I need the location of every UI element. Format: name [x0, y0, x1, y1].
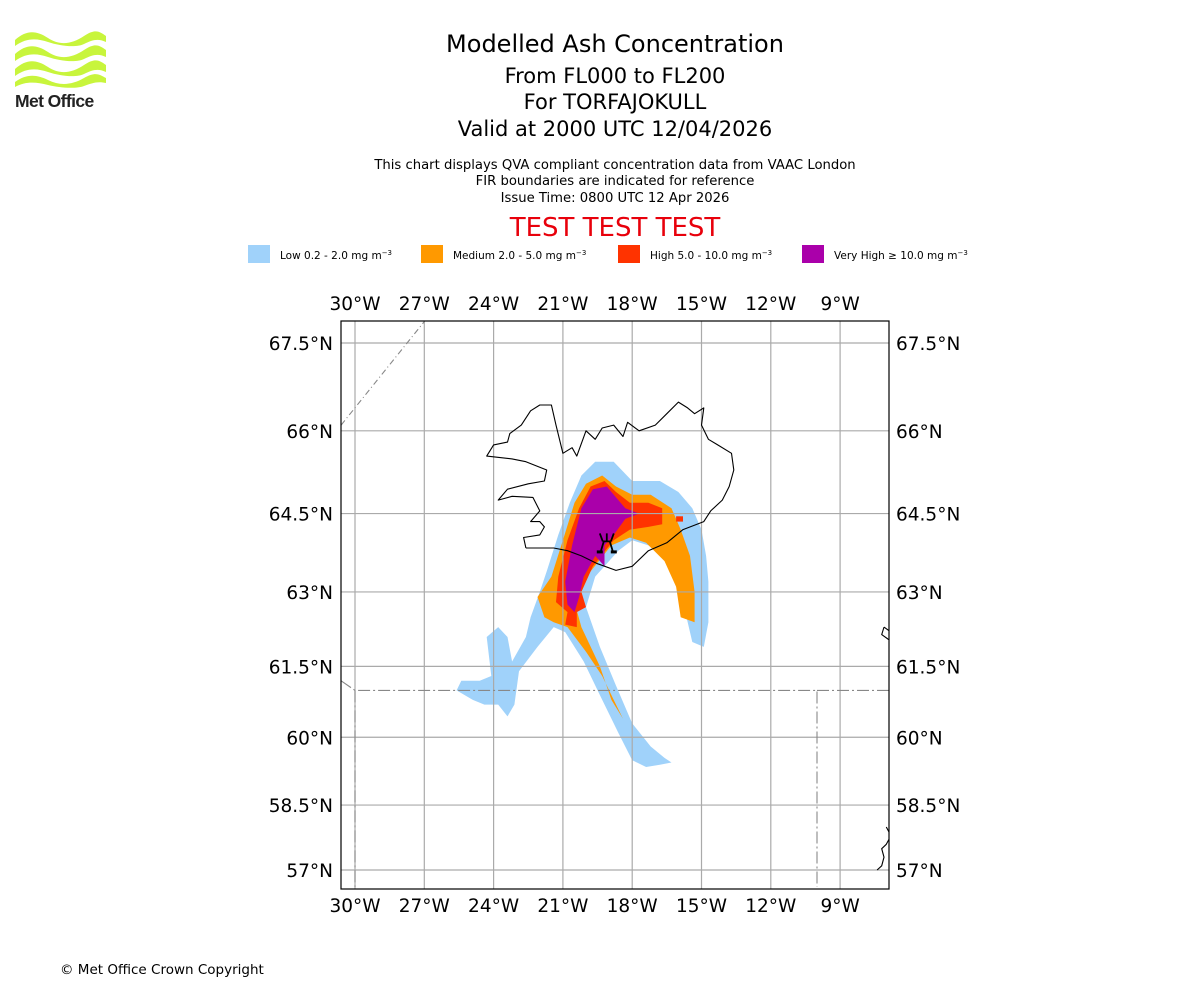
right-lat-label: 67.5°N: [896, 334, 960, 355]
copyright: © Met Office Crown Copyright: [60, 962, 264, 978]
legend-label-very-high: Very High ≥ 10.0 mg m−3: [834, 249, 968, 262]
issue-time: Issue Time: 0800 UTC 12 Apr 2026: [500, 191, 730, 206]
map-frame: [340, 320, 890, 890]
right-lat-label: 60°N: [896, 728, 943, 749]
bottom-lon-label: 18°W: [607, 896, 658, 917]
right-lat-label: 64.5°N: [896, 505, 960, 526]
legend-label-medium: Medium 2.0 - 5.0 mg m−3: [453, 249, 587, 262]
legend-swatch-very-high: [802, 245, 824, 263]
bottom-lon-label: 9°W: [820, 896, 859, 917]
right-lat-label: 66°N: [896, 422, 943, 443]
coastlines: [486, 401, 889, 871]
left-lat-label: 66°N: [286, 422, 333, 443]
axis-tick-labels: 30°W 30°W 27°W 27°W 24°W 24°W 21°W 21°W 18°W 18°W…: [269, 294, 961, 917]
fir-boundaries: [341, 321, 889, 887]
ash-layers: [456, 461, 709, 767]
left-lat-label: 64.5°N: [269, 505, 333, 526]
legend-swatch-low: [248, 245, 270, 263]
legend-swatch-high: [618, 245, 640, 263]
volcano-icon: [596, 533, 617, 554]
top-lon-label: 21°W: [537, 294, 588, 315]
top-lon-label: 30°W: [329, 294, 380, 315]
bottom-lon-label: 30°W: [329, 896, 380, 917]
left-lat-label: 57°N: [286, 861, 333, 882]
coastline-hebrides: [876, 826, 889, 871]
chart-title: Modelled Ash Concentration: [446, 30, 784, 58]
fir-note: FIR boundaries are indicated for referen…: [475, 174, 755, 189]
left-lat-label: 63°N: [286, 583, 333, 604]
valid-time: Valid at 2000 UTC 12/04/2026: [457, 117, 773, 141]
left-lat-label: 60°N: [286, 728, 333, 749]
top-lon-label: 12°W: [745, 294, 796, 315]
bottom-lon-label: 27°W: [399, 896, 450, 917]
top-lon-label: 27°W: [399, 294, 450, 315]
bottom-lon-label: 24°W: [468, 896, 519, 917]
data-source-note: This chart displays QVA compliant concen…: [374, 158, 856, 173]
right-lat-label: 61.5°N: [896, 657, 960, 678]
left-lat-label: 67.5°N: [269, 334, 333, 355]
fir-boundary-southern-box: [341, 680, 818, 887]
flight-level-range: From FL000 to FL200: [504, 64, 726, 88]
met-office-logo: Met Office: [14, 30, 106, 112]
bottom-lon-label: 12°W: [745, 896, 796, 917]
fir-boundary-diagonal-nw: [341, 321, 426, 426]
right-lat-label: 58.5°N: [896, 796, 960, 817]
left-lat-label: 58.5°N: [269, 796, 333, 817]
coastline-iceland: [486, 401, 735, 571]
legend-label-high: High 5.0 - 10.0 mg m−3: [650, 249, 773, 262]
left-lat-label: 61.5°N: [269, 657, 333, 678]
gridlines: [341, 321, 889, 889]
test-banner: TEST TEST TEST: [509, 213, 721, 243]
bottom-lon-label: 15°W: [676, 896, 727, 917]
right-lat-label: 57°N: [896, 861, 943, 882]
volcano-marker: [596, 533, 617, 554]
bottom-lon-label: 21°W: [537, 896, 588, 917]
legend-label-low: Low 0.2 - 2.0 mg m−3: [280, 249, 393, 262]
right-lat-label: 63°N: [896, 583, 943, 604]
top-lon-label: 15°W: [676, 294, 727, 315]
logo-text: Met Office: [15, 91, 94, 111]
met-office-waves-icon: [15, 31, 106, 88]
top-lon-label: 24°W: [468, 294, 519, 315]
top-lon-label: 9°W: [820, 294, 859, 315]
ash-high-region-1: [676, 516, 683, 522]
top-lon-label: 18°W: [607, 294, 658, 315]
legend-swatch-medium: [421, 245, 443, 263]
volcano-name: For TORFAJOKULL: [523, 90, 707, 114]
